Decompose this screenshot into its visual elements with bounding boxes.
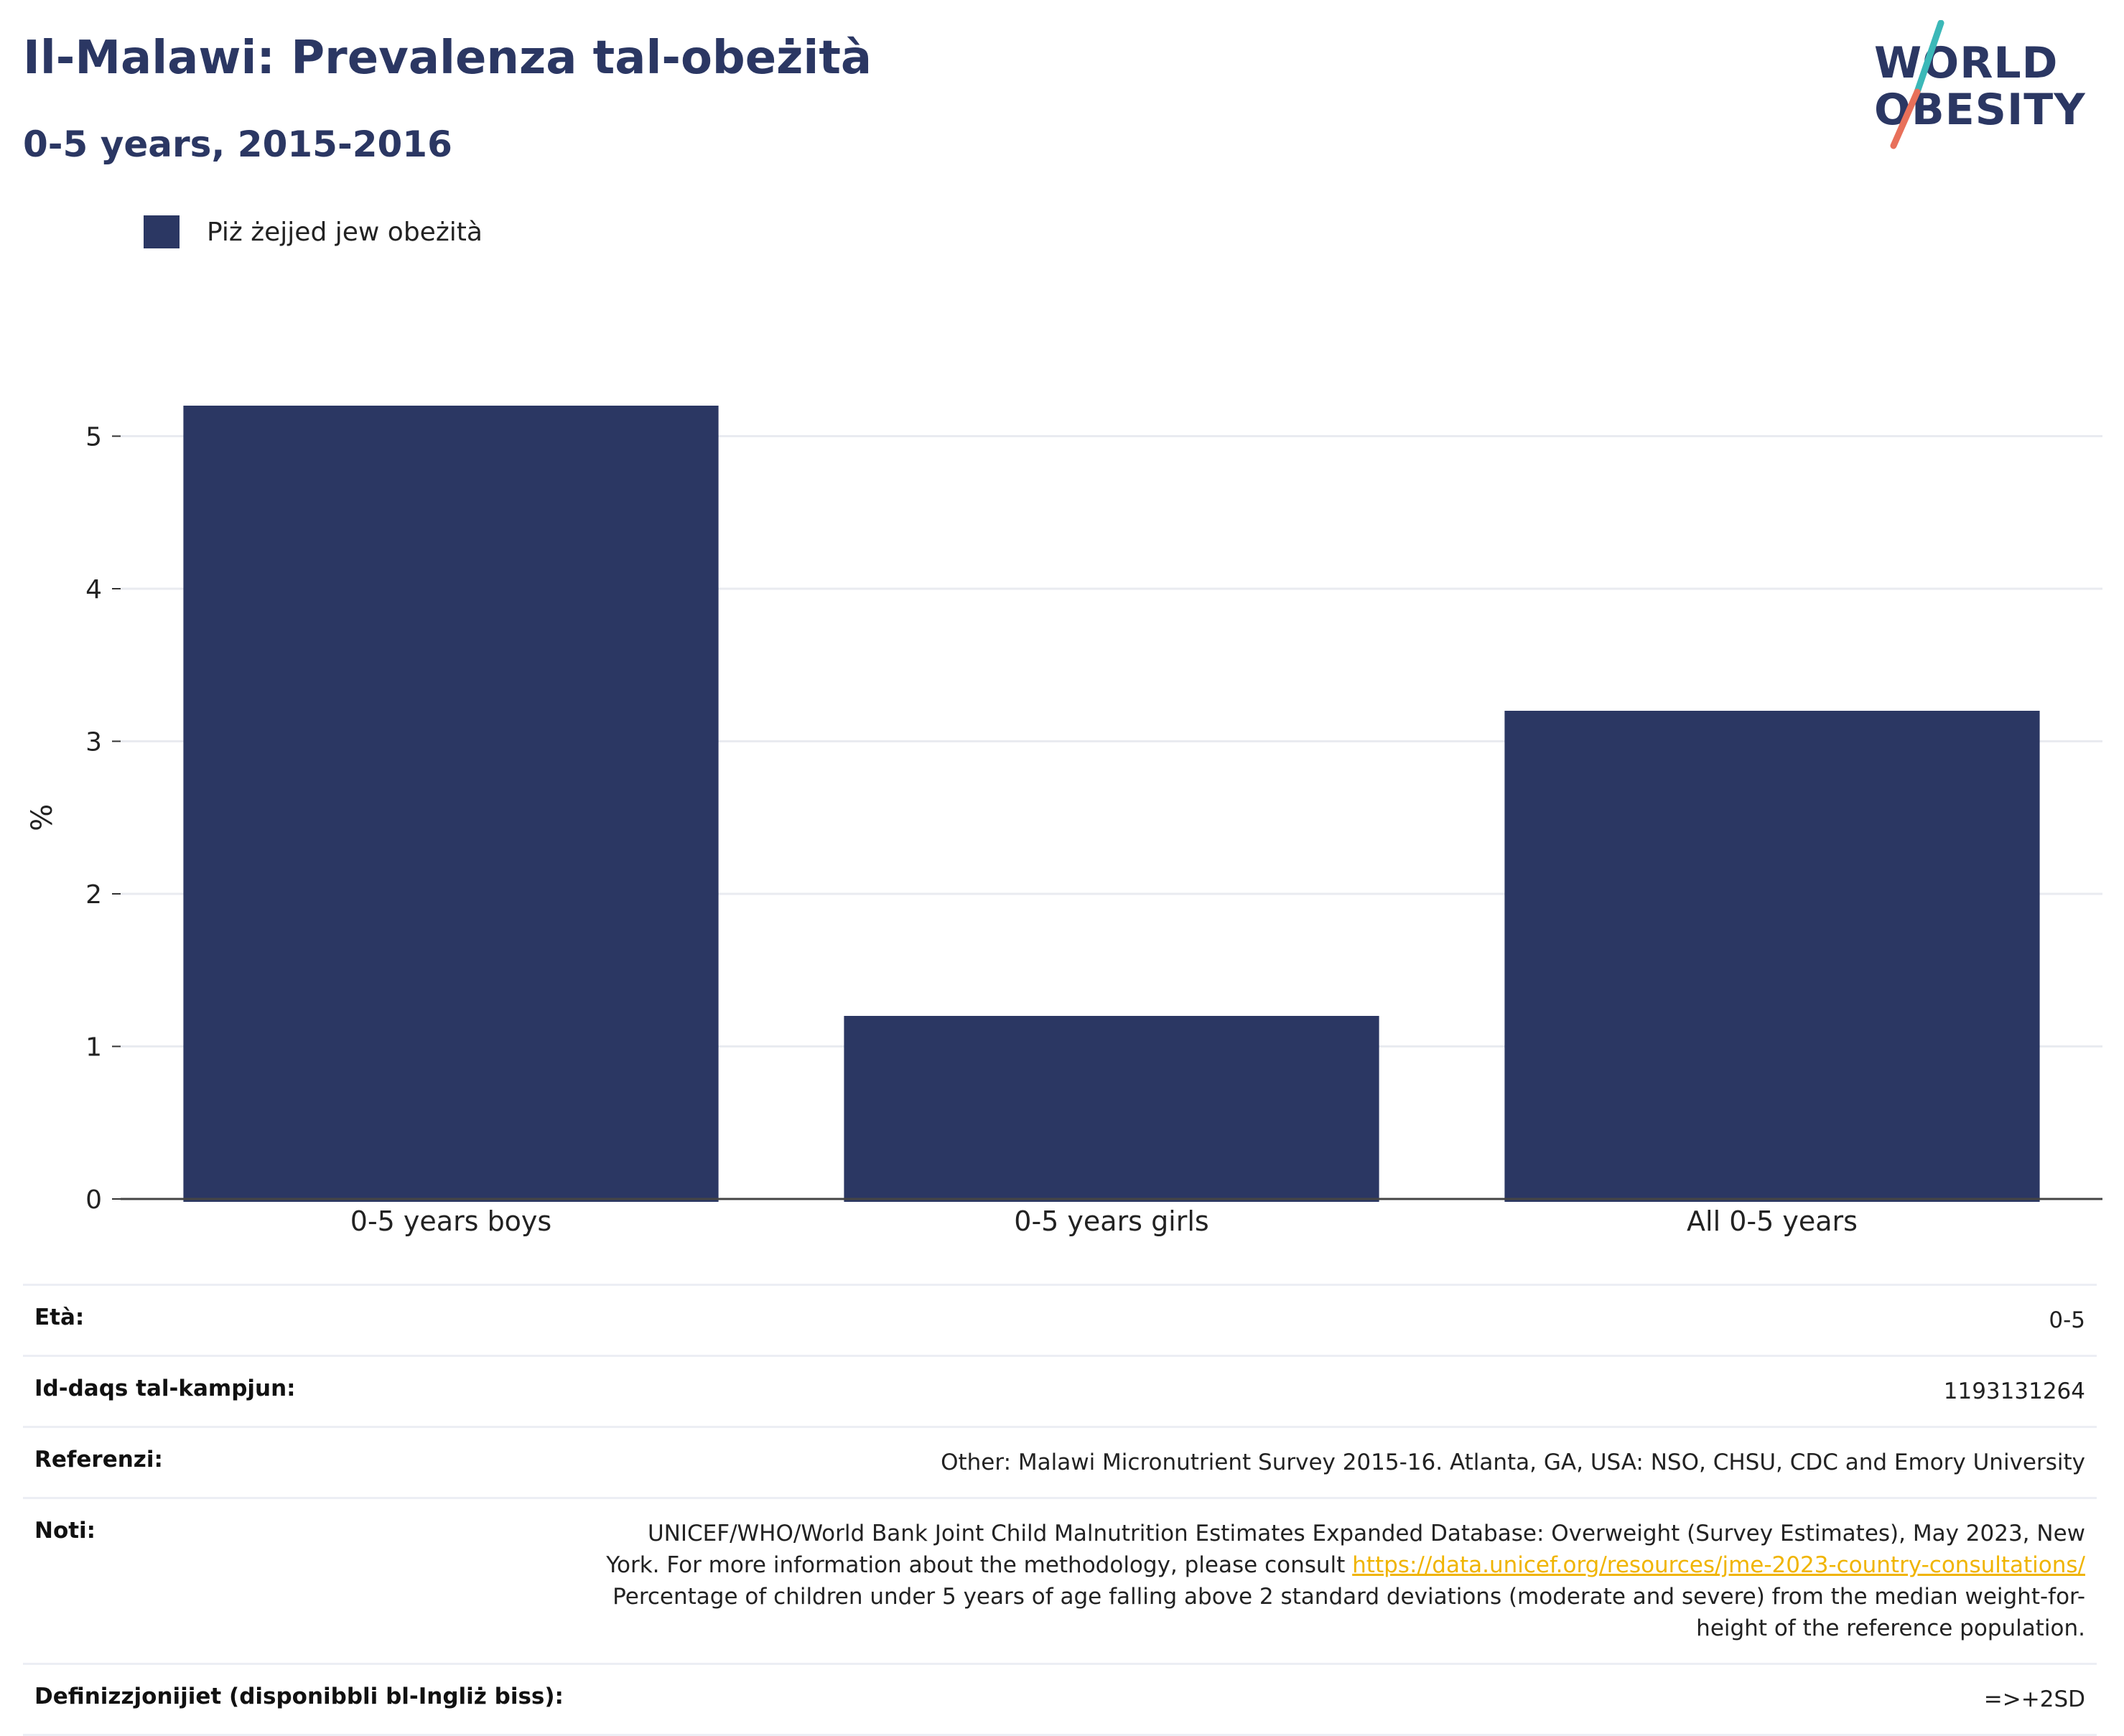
world-obesity-logo: WORLD OBESITY [1874,20,2104,157]
legend-swatch [144,215,180,248]
y-axis-title: % [26,804,59,831]
logo-slash-icon [1890,20,1944,149]
meta-row-definitions: Definizzjonijiet (disponibbli bl-Ingliż … [23,1665,2097,1736]
meta-definitions-value: =>+2SD [1983,1686,2085,1712]
x-tick-label: 0-5 years boys [350,1205,551,1237]
y-tick-label: 2 [85,880,102,910]
notes-line-4: height of the reference population. [1696,1615,2085,1641]
bar [1504,711,2040,1202]
legend-label: Piż żejjed jew obeżità [207,217,483,247]
meta-row-notes: Noti: UNICEF/WHO/World Bank Joint Child … [23,1499,2097,1665]
meta-sample-value: 1193131264 [1943,1378,2085,1404]
notes-line-2: York. For more information about the met… [606,1552,1353,1578]
meta-age-label: Età: [34,1305,85,1330]
meta-notes-label: Noti: [34,1518,96,1544]
chart-subtitle: 0-5 years, 2015-2016 [23,123,452,165]
chart-legend: Piż żejjed jew obeżità [144,215,483,248]
bar [844,1016,1379,1202]
meta-definitions-label: Definizzjonijiet (disponibbli bl-Ingliż … [34,1684,564,1709]
meta-sample-label: Id-daqs tal-kampjun: [34,1376,296,1401]
meta-row-references: Referenzi: Other: Malawi Micronutrient S… [23,1428,2097,1499]
notes-line-1: UNICEF/WHO/World Bank Joint Child Malnut… [647,1521,2085,1546]
meta-row-sample-size: Id-daqs tal-kampjun: 1193131264 [23,1357,2097,1428]
notes-line-3: Percentage of children under 5 years of … [612,1584,2085,1610]
bar [183,406,719,1202]
logo-line-1: WORLD [1874,38,2059,88]
y-tick-label: 1 [85,1033,102,1063]
meta-references-label: Referenzi: [34,1447,163,1473]
y-tick-label: 4 [85,575,102,605]
meta-age-value: 0-5 [2049,1307,2085,1333]
meta-row-age: Età: 0-5 [23,1286,2097,1357]
y-tick-label: 0 [85,1185,102,1215]
methodology-link[interactable]: https://data.unicef.org/resources/jme-20… [1352,1552,2085,1578]
chart-title: Il-Malawi: Prevalenza tal-obeżità [23,32,872,85]
y-tick-label: 3 [85,728,102,757]
bar-chart: 0 1 2 3 4 5% 0-5 years boys 0-5 years girls All … [26,406,2102,1237]
meta-references-value: Other: Malawi Micronutrient Survey 2015-… [941,1450,2085,1475]
x-tick-label: 0-5 years girls [1014,1205,1208,1237]
meta-notes-value: UNICEF/WHO/World Bank Joint Child Malnut… [606,1518,2085,1644]
x-tick-label: All 0-5 years [1687,1205,1858,1237]
metadata-table: Età: 0-5 Id-daqs tal-kampjun: 1193131264… [23,1284,2097,1736]
y-tick-label: 5 [85,423,102,452]
